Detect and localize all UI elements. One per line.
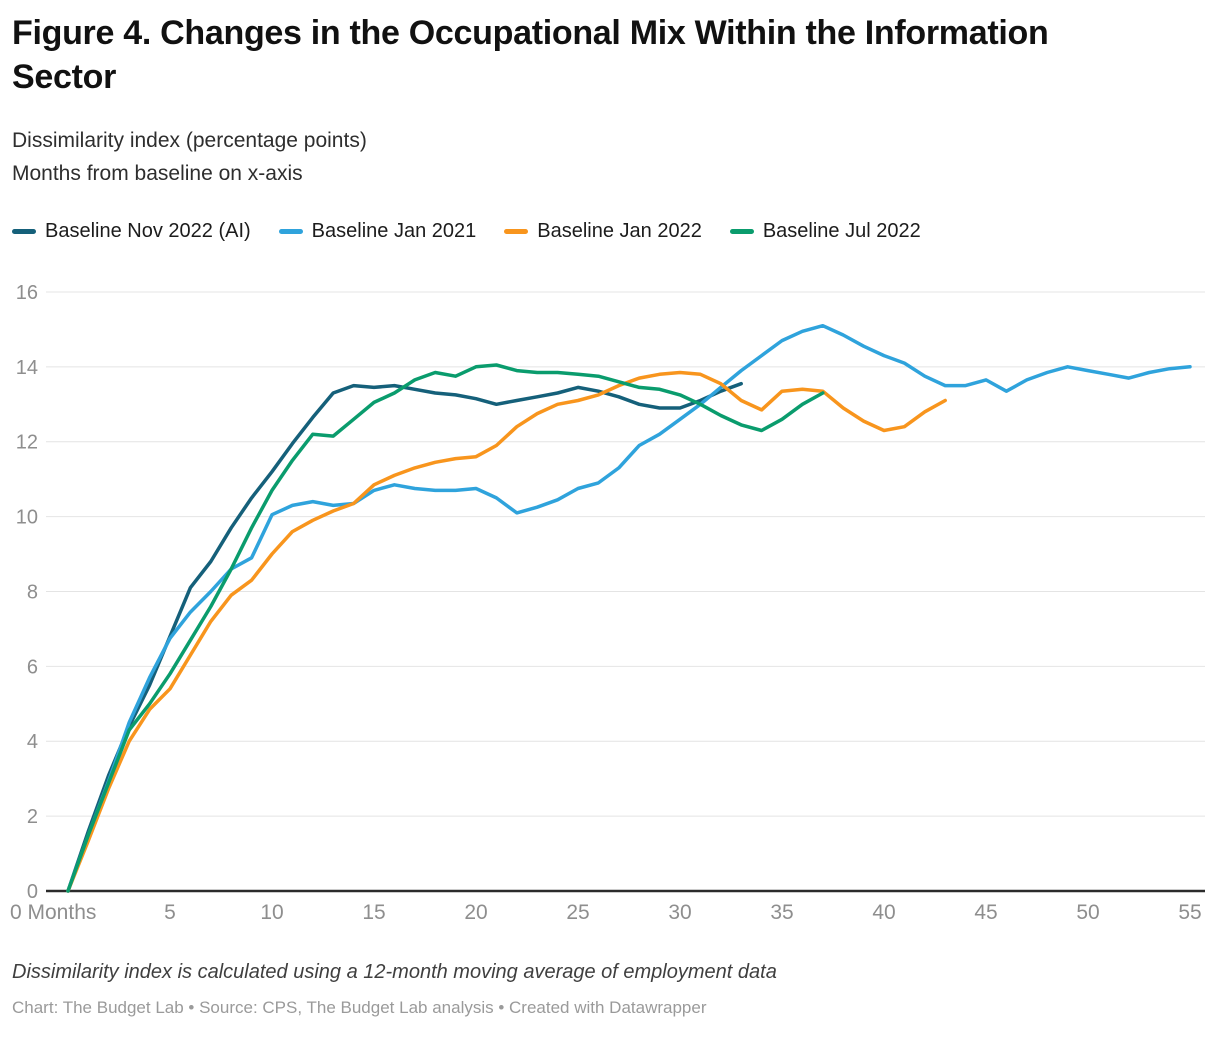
y-tick-label: 8 bbox=[27, 581, 38, 603]
y-tick-label: 10 bbox=[16, 507, 38, 529]
x-tick-label: 35 bbox=[770, 901, 793, 924]
x-tick-label: 55 bbox=[1178, 901, 1201, 924]
y-tick-label: 6 bbox=[27, 656, 38, 678]
legend-label: Baseline Jan 2021 bbox=[311, 220, 477, 243]
legend-item-2: Baseline Jan 2021 bbox=[278, 220, 477, 243]
x-tick-label: 25 bbox=[566, 901, 589, 924]
line-chart: 0 2 4 6 8 10 12 14 16 0 Months 5 10 15 20 25 30 35 40 45 50… bbox=[10, 282, 1205, 924]
chart-footer: Dissimilarity index is calculated using … bbox=[12, 958, 1202, 1018]
legend-label: Baseline Nov 2022 (AI) bbox=[45, 220, 251, 243]
x-tick-label: 45 bbox=[974, 901, 997, 924]
legend-label: Baseline Jul 2022 bbox=[762, 220, 921, 243]
x-tick-label: 40 bbox=[872, 901, 895, 924]
legend-label: Baseline Jan 2022 bbox=[537, 220, 702, 243]
x-tick-label: 50 bbox=[1076, 901, 1099, 924]
x-tick-label: 20 bbox=[464, 901, 487, 924]
chart-area: 0 2 4 6 8 10 12 14 16 0 Months 5 10 15 20 25 30 35 40 45 50… bbox=[0, 268, 1220, 945]
y-tick-label: 2 bbox=[27, 806, 38, 828]
subtitle-line-2: Months from baseline on x-axis bbox=[12, 161, 303, 185]
legend-swatch-icon bbox=[278, 229, 303, 235]
y-tick-label: 0 bbox=[27, 881, 38, 903]
chart-footnote: Dissimilarity index is calculated using … bbox=[12, 961, 777, 983]
legend-swatch-icon bbox=[12, 229, 36, 235]
series-line-baseline-jul-2022 bbox=[66, 363, 825, 893]
y-tick-label: 4 bbox=[27, 731, 38, 753]
x-tick-label: 0 Months bbox=[10, 901, 96, 924]
x-tick-label: 5 bbox=[164, 901, 176, 924]
legend-item-3: Baseline Jan 2022 bbox=[504, 220, 702, 243]
subtitle-line-1: Dissimilarity index (percentage points) bbox=[12, 129, 367, 153]
x-tick-label: 30 bbox=[668, 901, 691, 924]
legend-item-4: Baseline Jul 2022 bbox=[729, 220, 921, 243]
x-tick-label: 10 bbox=[260, 901, 283, 924]
chart-credit: Chart: The Budget Lab • Source: CPS, The… bbox=[12, 998, 707, 1017]
page-title: Figure 4. Changes in the Occupational Mi… bbox=[12, 14, 1049, 96]
y-tick-label: 16 bbox=[16, 282, 38, 304]
legend-swatch-icon bbox=[729, 229, 754, 235]
y-tick-label: 14 bbox=[16, 357, 38, 379]
chart-subtitle: Dissimilarity index (percentage points) … bbox=[12, 125, 1206, 190]
chart-page: Figure 4. Changes in the Occupational Mi… bbox=[0, 0, 1220, 243]
legend-item-1: Baseline Nov 2022 (AI) bbox=[12, 220, 251, 243]
y-tick-label: 12 bbox=[16, 432, 38, 454]
legend-swatch-icon bbox=[504, 229, 529, 235]
chart-legend: Baseline Nov 2022 (AI) Baseline Jan 2021 B… bbox=[12, 220, 1206, 243]
series-line-baseline-jan-2021 bbox=[66, 323, 1192, 893]
series-line-baseline-jan-2022 bbox=[66, 370, 947, 893]
x-tick-label: 15 bbox=[362, 901, 385, 924]
